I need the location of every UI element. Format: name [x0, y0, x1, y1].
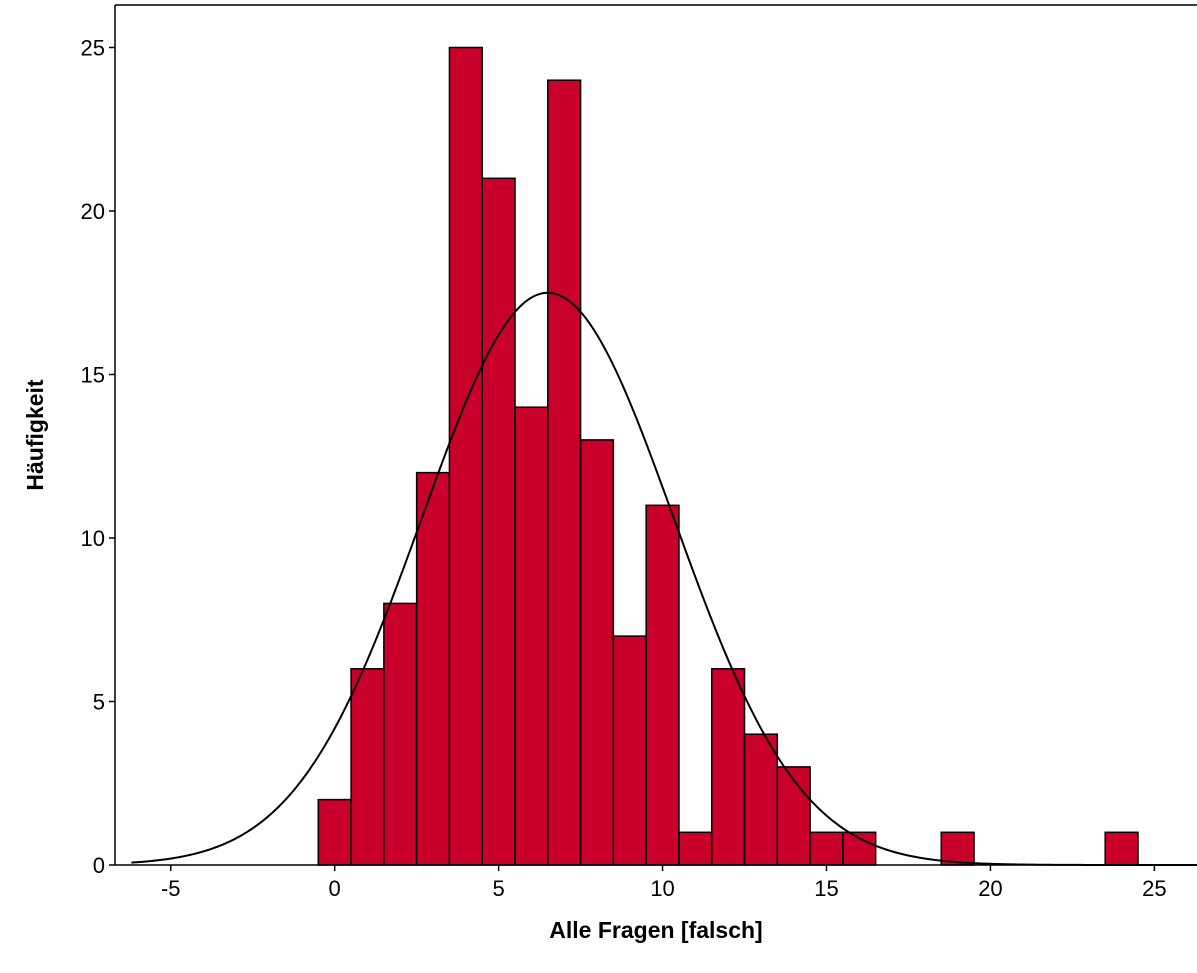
histogram-bar — [645, 504, 680, 866]
y-tick-label: 25 — [81, 36, 105, 61]
y-tick-label: 15 — [81, 363, 105, 388]
y-tick-label: 10 — [81, 526, 105, 551]
histogram-bar — [612, 635, 647, 866]
y-axis-title: Häufigkeit — [22, 379, 48, 491]
histogram-bar — [940, 831, 975, 866]
x-tick-label: 25 — [1142, 876, 1166, 901]
y-tick-label: 5 — [93, 690, 105, 715]
histogram-bar — [317, 798, 352, 866]
histogram-bar — [809, 831, 844, 866]
x-axis-ticks: -5 0 5 10 15 20 25 — [161, 865, 1167, 901]
histogram-bar — [710, 668, 746, 866]
histogram-bar — [1104, 831, 1139, 866]
x-axis-title: Alle Fragen [falsch] — [549, 917, 762, 943]
x-tick-label: 0 — [329, 876, 341, 901]
histogram-bar — [547, 79, 582, 866]
histogram-bar — [678, 831, 713, 866]
histogram-bar — [481, 177, 516, 866]
x-tick-label: 20 — [978, 876, 1002, 901]
histogram-bar — [776, 766, 811, 866]
histogram-bar — [743, 733, 779, 866]
histogram-bar — [579, 439, 615, 866]
histogram-bar — [514, 406, 549, 866]
x-tick-label: 5 — [492, 876, 504, 901]
histogram-bar — [383, 602, 418, 866]
x-tick-label: 10 — [650, 876, 674, 901]
x-tick-label: -5 — [161, 876, 181, 901]
x-tick-label: 15 — [814, 876, 838, 901]
histogram-bar — [350, 668, 385, 866]
histogram-bars — [317, 46, 1139, 866]
y-axis-ticks: 0 5 10 15 20 25 — [81, 36, 115, 878]
histogram-bar — [415, 471, 451, 866]
y-tick-label: 0 — [93, 853, 105, 878]
y-tick-label: 20 — [81, 199, 105, 224]
histogram-bar — [448, 46, 483, 866]
